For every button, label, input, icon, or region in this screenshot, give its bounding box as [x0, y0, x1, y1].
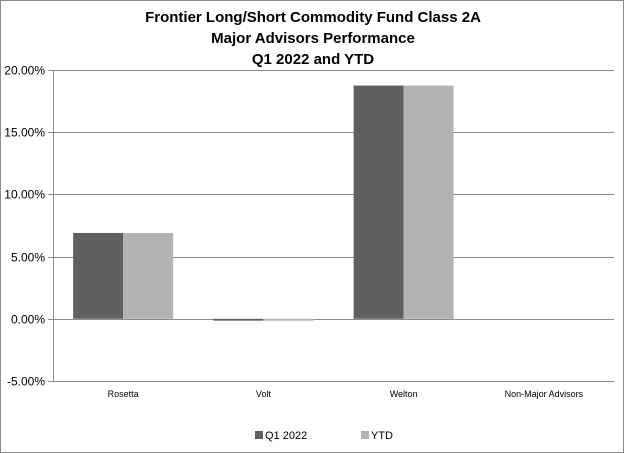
x-category-label: Rosetta — [108, 389, 139, 399]
bar-ytd-volt — [263, 318, 314, 321]
axes — [48, 70, 54, 382]
legend-label: YTD — [371, 430, 393, 442]
legend: Q1 2022 YTD — [255, 430, 393, 442]
legend-label: Q1 2022 — [265, 430, 307, 442]
legend-swatch-q1-2022 — [255, 431, 263, 439]
bar-q1-2022-rosetta — [73, 232, 124, 319]
x-category-label: Welton — [390, 389, 418, 399]
gridlines — [53, 70, 614, 382]
y-tick-label: 0.00% — [11, 313, 45, 327]
chart-title-line-2: Major Advisors Performance — [211, 30, 415, 47]
axis-labels: 20.00% 15.00% 10.00% 5.00% 0.00% -5.00% Rosett… — [4, 64, 583, 400]
y-tick-label: 20.00% — [4, 64, 45, 78]
x-category-label: Non-Major Advisors — [505, 389, 584, 399]
y-tick-label: 15.00% — [4, 126, 45, 140]
y-tick-label: -5.00% — [7, 375, 45, 389]
y-tick-label: 5.00% — [11, 251, 45, 265]
bar-ytd-welton — [403, 85, 454, 319]
legend-swatch-ytd — [361, 431, 369, 439]
chart-title-line-1: Frontier Long/Short Commodity Fund Class… — [145, 9, 481, 26]
bar-q1-2022-volt — [213, 318, 264, 321]
x-category-label: Volt — [256, 389, 272, 399]
bar-q1-2022-welton — [353, 85, 404, 319]
y-tick-label: 10.00% — [4, 188, 45, 202]
bars — [73, 85, 454, 321]
bar-ytd-rosetta — [123, 232, 174, 319]
chart-title-line-3: Q1 2022 and YTD — [251, 51, 375, 68]
